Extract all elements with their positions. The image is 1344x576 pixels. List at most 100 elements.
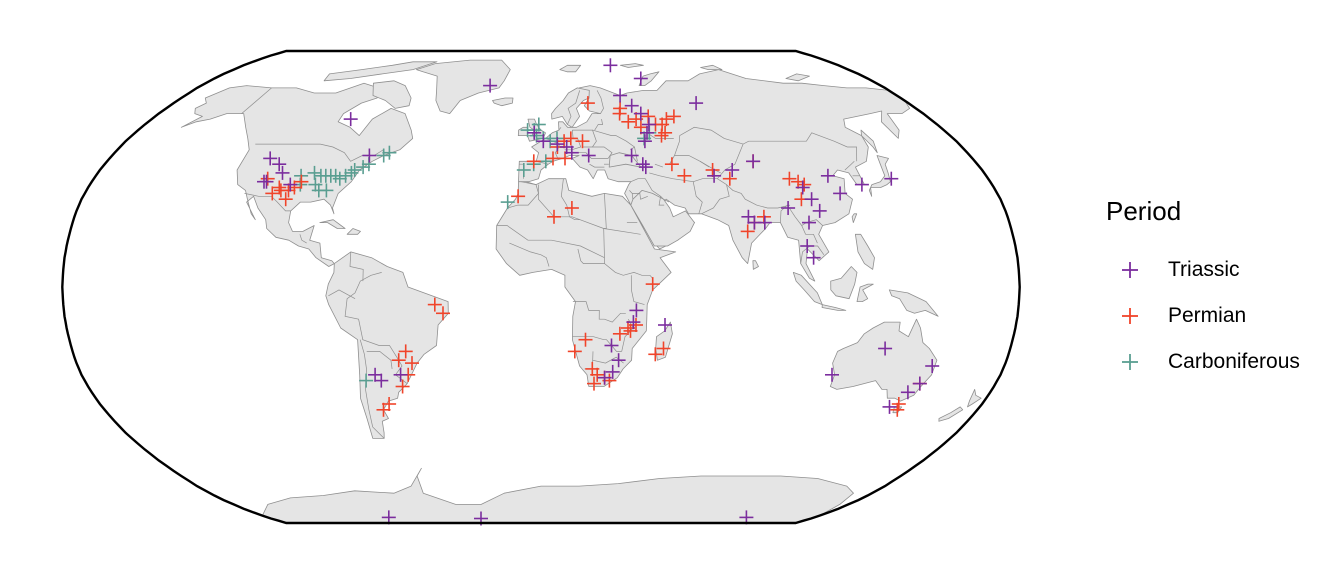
occurrence-point-triassic (564, 145, 579, 160)
occurrence-point-triassic (804, 192, 819, 207)
occurrence-point-triassic (741, 209, 756, 224)
occurrence-point-permian (621, 114, 636, 129)
country-border (560, 178, 580, 221)
occurrence-point-triassic (806, 250, 821, 265)
occurrence-point-permian (659, 112, 674, 127)
occurrence-point-triassic (483, 78, 498, 93)
occurrence-point-triassic (527, 125, 542, 140)
country-border (349, 251, 364, 282)
occurrence-point-triassic (912, 376, 927, 391)
occurrence-point-triassic (374, 373, 389, 388)
occurrence-point-permian (376, 402, 391, 417)
occurrence-point-carboniferous (500, 195, 515, 210)
occurrence-point-permian (564, 201, 579, 215)
occurrence-point-triassic (640, 125, 654, 140)
landmass-novaya-zemlya (638, 71, 660, 86)
landmass-arabia (630, 190, 695, 247)
occurrence-point-carboniferous (376, 148, 391, 163)
country-border (726, 184, 791, 209)
occurrence-point-permian (575, 134, 590, 149)
occurrence-point-carboniferous (307, 165, 322, 180)
occurrence-point-permian (557, 134, 572, 149)
occurrence-point-permian (395, 379, 410, 394)
occurrence-point-permian (278, 192, 293, 207)
country-border (780, 204, 823, 226)
occurrence-point-permian (563, 131, 578, 146)
landmass-new-zealand-north (967, 389, 982, 408)
landmass-new-zealand-south (938, 406, 964, 422)
occurrence-point-triassic (725, 163, 740, 177)
country-border (509, 242, 550, 267)
occurrence-point-carboniferous (338, 168, 353, 183)
occurrence-point-triassic (800, 239, 815, 253)
country-border (592, 146, 613, 159)
country-border (621, 319, 634, 352)
country-border (594, 119, 604, 131)
occurrence-point-permian (567, 344, 582, 359)
occurrence-point-triassic (624, 148, 639, 163)
occurrence-point-permian (405, 356, 419, 371)
fossil-occurrence-points (257, 58, 940, 526)
landmass-greenland (416, 59, 511, 114)
landmass-sri-lanka (752, 260, 759, 270)
landmass-scandinavia-north (551, 87, 590, 128)
country-border (589, 163, 605, 168)
legend-item-permian: Permian (1106, 293, 1300, 339)
occurrence-point-triassic (259, 174, 274, 189)
occurrence-point-permian (782, 171, 797, 186)
occurrence-point-triassic (629, 303, 644, 318)
occurrence-point-triassic (854, 177, 869, 192)
country-border (654, 163, 664, 168)
occurrence-point-permian (398, 344, 413, 359)
occurrence-point-permian (546, 151, 560, 166)
occurrence-point-triassic (882, 399, 897, 414)
landmass-franz-josef (619, 63, 644, 68)
plus-icon (1122, 354, 1138, 370)
occurrence-point-triassic (757, 215, 772, 230)
occurrence-point-carboniferous (356, 160, 371, 175)
occurrence-point-permian (666, 109, 681, 124)
legend-label-permian: Permian (1168, 304, 1247, 327)
landmass-taiwan (851, 213, 858, 223)
occurrence-point-permian (391, 353, 406, 368)
country-border (572, 336, 622, 352)
country-border (366, 351, 393, 369)
occurrence-point-triassic (884, 171, 899, 186)
country-border (674, 126, 744, 156)
country-border (630, 178, 664, 200)
occurrence-point-carboniferous (529, 128, 544, 143)
occurrence-point-triassic (637, 134, 652, 149)
occurrence-point-triassic (925, 359, 940, 373)
occurrence-point-permian (580, 96, 595, 111)
occurrence-point-permian (578, 332, 593, 347)
country-border (603, 228, 641, 235)
occurrence-point-permian (590, 367, 605, 382)
occurrence-point-permian (427, 297, 442, 312)
landmass-north-america (180, 82, 414, 267)
landmass-new-siberian (785, 73, 810, 82)
country-border (663, 198, 670, 203)
country-border (632, 193, 648, 200)
map-frame (61, 49, 1021, 525)
landmass-sulawesi (856, 283, 874, 302)
landmass-australia (829, 318, 938, 402)
occurrence-point-triassic (605, 364, 620, 379)
occurrence-point-permian (294, 174, 309, 189)
occurrence-point-permian (633, 120, 648, 135)
occurrence-point-triassic (597, 370, 612, 385)
occurrence-point-permian (511, 189, 526, 204)
occurrence-point-permian (891, 397, 906, 411)
landmass-japan (868, 155, 891, 197)
occurrence-point-carboniferous (538, 154, 553, 169)
occurrence-point-triassic (613, 88, 628, 103)
occurrence-point-triassic (802, 215, 816, 230)
occurrence-point-carboniferous (344, 165, 359, 180)
occurrence-point-triassic (624, 98, 639, 113)
country-border (693, 178, 730, 215)
plus-icon (1122, 262, 1138, 278)
landmass-java (821, 304, 847, 311)
occurrence-point-carboniferous (308, 177, 323, 192)
occurrence-point-permian (648, 347, 663, 362)
occurrence-point-carboniferous (516, 163, 531, 177)
country-border (538, 184, 604, 229)
